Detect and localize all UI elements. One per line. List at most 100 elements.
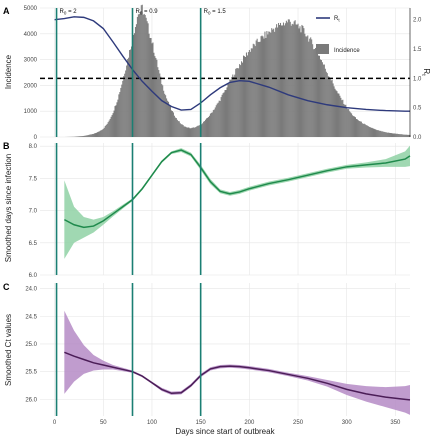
incidence-bar	[362, 123, 364, 137]
incidence-bar	[381, 131, 383, 137]
incidence-bar	[348, 109, 350, 137]
incidence-bar	[346, 108, 348, 137]
panel-a-y2tick-2.0: 2.0	[413, 18, 422, 24]
panel-a-ytick-0: 0	[34, 135, 38, 141]
incidence-bar	[195, 127, 197, 137]
incidence-bar	[340, 97, 342, 137]
incidence-bar	[365, 125, 367, 137]
incidence-bar	[141, 4, 143, 138]
incidence-bar	[116, 102, 118, 137]
incidence-bar	[248, 49, 250, 137]
incidence-bar	[289, 21, 291, 137]
legend-incidence-label: Incidence	[334, 48, 360, 54]
incidence-bar	[158, 70, 160, 137]
incidence-bar	[86, 135, 88, 137]
incidence-bar	[280, 22, 282, 138]
incidence-bar	[257, 41, 259, 137]
incidence-bar	[115, 105, 117, 137]
incidence-bar	[131, 46, 133, 137]
panel-c-ytick-25.0: 25.0	[25, 342, 37, 348]
incidence-bar	[335, 90, 337, 137]
incidence-bar	[392, 133, 394, 137]
incidence-bar	[386, 132, 388, 137]
panel-b-ytick-7.0: 7.0	[29, 209, 38, 215]
incidence-bar	[87, 135, 89, 137]
incidence-bar	[397, 133, 399, 137]
incidence-bar	[361, 123, 363, 137]
incidence-bar	[268, 31, 270, 138]
x-tick-100: 100	[147, 420, 158, 426]
panel-a-y2tick-1.0: 1.0	[413, 76, 422, 82]
panel-b-confidence-band	[64, 145, 410, 259]
incidence-bar	[124, 73, 126, 137]
incidence-bar	[394, 133, 396, 137]
vline-label-sub-1: 0	[140, 11, 143, 16]
incidence-bar	[91, 134, 93, 137]
panel-a-ytick-4000: 4000	[24, 32, 38, 38]
incidence-bar	[264, 31, 266, 138]
incidence-bar	[380, 130, 382, 137]
incidence-bar	[271, 28, 273, 137]
incidence-bar	[300, 32, 302, 137]
incidence-bar	[106, 123, 108, 137]
incidence-bar	[98, 131, 100, 137]
incidence-bar	[176, 119, 178, 137]
incidence-bar	[173, 115, 175, 137]
panel-b: B Smoothed days since infection 6.0 6.5 7.…	[3, 141, 411, 279]
incidence-bar	[265, 37, 267, 137]
incidence-bar	[250, 48, 252, 137]
incidence-bar	[149, 37, 151, 137]
incidence-bar	[211, 112, 213, 137]
incidence-bar	[372, 128, 374, 137]
incidence-bar	[267, 34, 269, 137]
panel-a-y2tick-0.0: 0.0	[413, 135, 422, 141]
incidence-bar	[275, 27, 277, 137]
incidence-bar	[391, 133, 393, 137]
x-tick-350: 350	[390, 420, 401, 426]
incidence-bar	[169, 105, 171, 137]
incidence-bar	[89, 134, 91, 137]
incidence-bar	[206, 117, 209, 137]
incidence-bar	[395, 133, 397, 137]
panel-c-ytick-25.5: 25.5	[25, 370, 37, 376]
panel-a-vertical-lines: R0 = 2 R0 = 0.9 R0 = 1.5	[55, 8, 226, 137]
incidence-bar	[333, 86, 335, 137]
incidence-bar	[270, 32, 272, 137]
incidence-bar	[277, 27, 279, 137]
incidence-bar	[112, 113, 114, 137]
incidence-bar	[356, 119, 358, 137]
incidence-bar	[351, 113, 353, 137]
incidence-bar	[151, 43, 153, 137]
panel-b-ytick-6.5: 6.5	[29, 241, 38, 247]
incidence-bar	[262, 36, 264, 137]
incidence-bar	[263, 38, 265, 137]
incidence-bar	[318, 55, 320, 137]
incidence-bar	[384, 131, 386, 137]
rt-line-group	[54, 16, 410, 112]
panel-a-y2label-sub: t	[420, 74, 426, 76]
incidence-bar	[355, 119, 357, 137]
incidence-bar	[305, 36, 307, 137]
incidence-bar	[360, 121, 362, 137]
incidence-bar	[107, 122, 109, 137]
panel-letter-b: B	[3, 141, 10, 151]
incidence-bar	[313, 49, 315, 137]
incidence-bar	[150, 38, 152, 137]
panel-a-ytick-1000: 1000	[24, 109, 38, 115]
incidence-bar	[336, 91, 338, 137]
x-tick-150: 150	[196, 420, 207, 426]
incidence-bar	[182, 125, 184, 137]
incidence-bar	[389, 132, 391, 137]
incidence-bar	[242, 62, 244, 138]
incidence-bar	[332, 83, 334, 137]
incidence-bar	[179, 123, 181, 137]
incidence-bar	[296, 24, 298, 138]
incidence-bar	[371, 127, 373, 137]
incidence-bar	[238, 68, 240, 137]
incidence-bar	[181, 124, 183, 137]
rt-line	[54, 16, 410, 112]
incidence-bar	[93, 133, 95, 137]
incidence-bar	[367, 126, 369, 137]
incidence-bar	[276, 24, 278, 137]
panel-c-y-ticks: 24.0 24.5 25.0 25.5 26.0	[25, 287, 37, 404]
